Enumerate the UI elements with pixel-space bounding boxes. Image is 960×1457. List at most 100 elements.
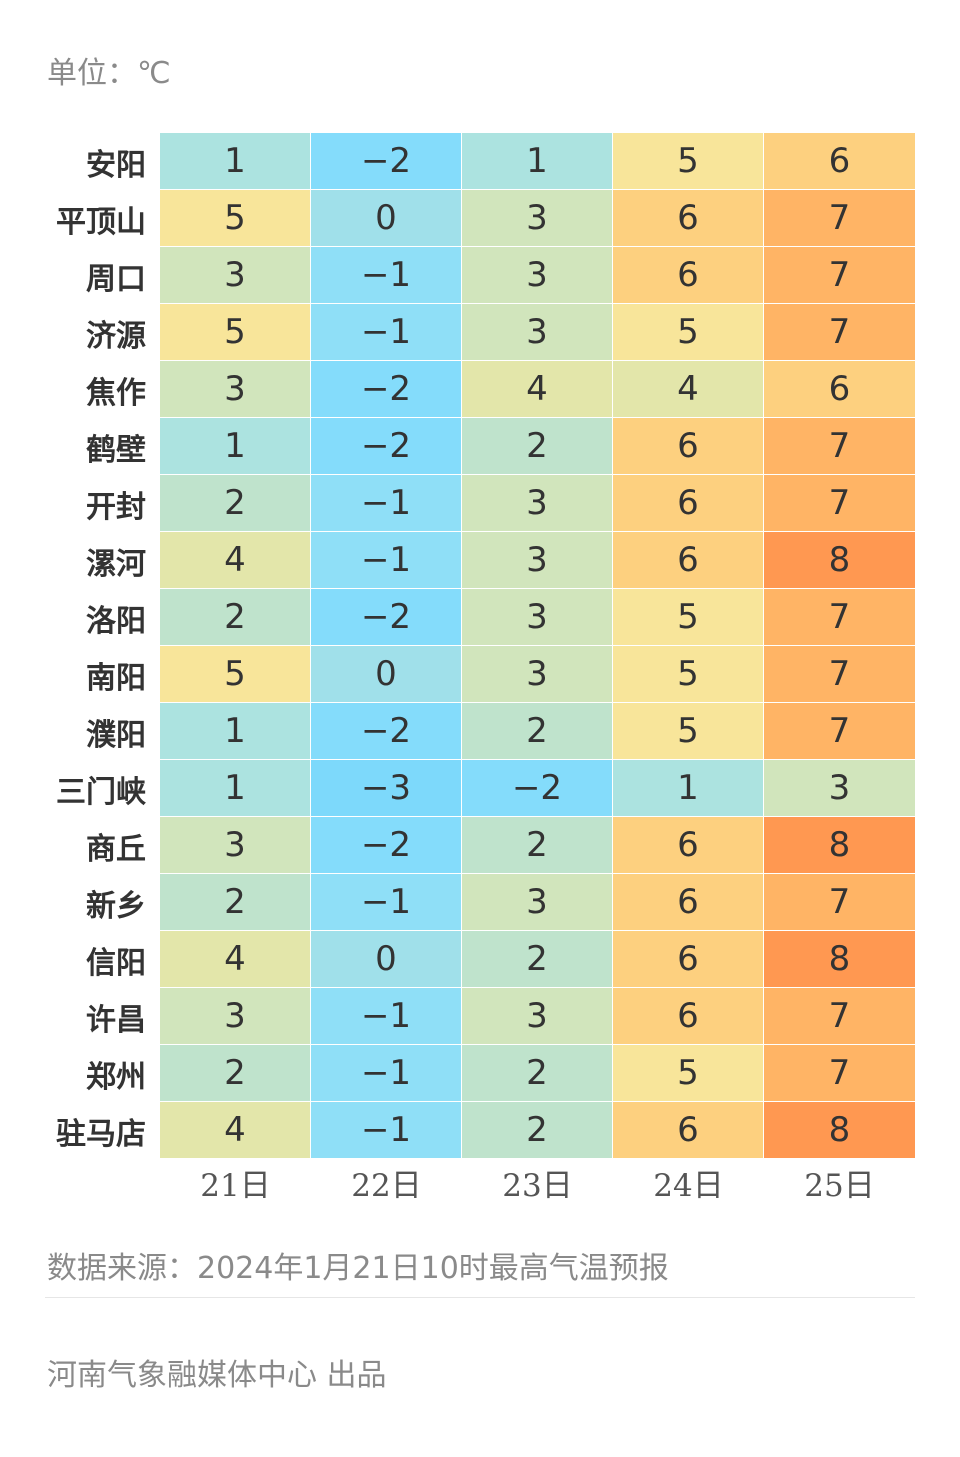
heatmap-cell: 3 xyxy=(160,817,311,874)
city-label: 许昌 xyxy=(86,1002,146,1038)
heatmap-row: 3 −2 4 4 6 xyxy=(160,361,915,418)
heatmap-cell: 3 xyxy=(462,589,613,646)
heatmap-cell: 7 xyxy=(764,418,915,475)
heatmap-cell: 3 xyxy=(462,646,613,703)
heatmap-cell: 4 xyxy=(462,361,613,418)
heatmap-cell: 7 xyxy=(764,646,915,703)
heatmap-cell: 3 xyxy=(764,760,915,817)
day-labels: 21日 22日 23日 24日 25日 xyxy=(160,1160,915,1212)
heatmap-cell: 2 xyxy=(462,931,613,988)
city-label: 洛阳 xyxy=(86,603,146,639)
heatmap-cell: 2 xyxy=(462,817,613,874)
city-label: 商丘 xyxy=(86,831,146,867)
heatmap-cell: 2 xyxy=(160,874,311,931)
city-label: 焦作 xyxy=(86,375,146,411)
city-labels: 安阳 平顶山 周口 济源 焦作 鹤壁 开封 漯河 洛阳 南阳 濮阳 三门峡 商丘 新乡 信阳 许昌 郑州 驻马店 xyxy=(40,133,146,1159)
heatmap-row: 1 −2 2 6 7 xyxy=(160,418,915,475)
city-label: 濮阳 xyxy=(86,717,146,753)
heatmap-cell: 6 xyxy=(613,418,764,475)
heatmap-cell: −1 xyxy=(311,247,462,304)
heatmap-cell: 0 xyxy=(311,646,462,703)
heatmap-cell: −2 xyxy=(311,361,462,418)
city-label: 南阳 xyxy=(86,660,146,696)
heatmap-cell: 6 xyxy=(613,532,764,589)
unit-label: 单位：℃ xyxy=(47,56,171,91)
heatmap-cell: −2 xyxy=(311,817,462,874)
heatmap-cell: 8 xyxy=(764,532,915,589)
day-label: 22日 xyxy=(351,1168,422,1204)
heatmap-row: 3 −1 3 6 7 xyxy=(160,988,915,1045)
heatmap-cell: 7 xyxy=(764,190,915,247)
heatmap-row: 2 −1 3 6 7 xyxy=(160,475,915,532)
heatmap-cell: 3 xyxy=(160,247,311,304)
heatmap-cell: −1 xyxy=(311,988,462,1045)
heatmap-cell: 1 xyxy=(462,133,613,190)
heatmap-cell: 2 xyxy=(160,589,311,646)
heatmap-row: 1 −2 1 5 6 xyxy=(160,133,915,190)
heatmap-cell: −2 xyxy=(311,133,462,190)
heatmap-cell: 5 xyxy=(613,646,764,703)
heatmap-row: 3 −1 3 6 7 xyxy=(160,247,915,304)
heatmap-row: 5 −1 3 5 7 xyxy=(160,304,915,361)
heatmap-row: 4 −1 3 6 8 xyxy=(160,532,915,589)
heatmap-cell: 6 xyxy=(613,931,764,988)
heatmap-cell: −1 xyxy=(311,304,462,361)
heatmap-cell: 6 xyxy=(613,247,764,304)
heatmap-cell: 6 xyxy=(613,874,764,931)
heatmap-cell: 2 xyxy=(462,1045,613,1102)
heatmap-cell: 5 xyxy=(160,190,311,247)
heatmap-cell: 7 xyxy=(764,304,915,361)
divider xyxy=(45,1297,915,1298)
heatmap-cell: −2 xyxy=(311,589,462,646)
heatmap-cell: 3 xyxy=(462,475,613,532)
day-label: 25日 xyxy=(804,1168,875,1204)
heatmap-cell: 3 xyxy=(462,247,613,304)
heatmap-cell: 4 xyxy=(613,361,764,418)
credit: 河南气象融媒体中心 出品 xyxy=(47,1358,387,1393)
heatmap-cell: 6 xyxy=(613,988,764,1045)
heatmap-cell: 1 xyxy=(613,760,764,817)
heatmap-cell: −1 xyxy=(311,1045,462,1102)
heatmap-cell: −1 xyxy=(311,532,462,589)
heatmap-cell: 4 xyxy=(160,1102,311,1159)
heatmap-cell: 7 xyxy=(764,988,915,1045)
heatmap-cell: 0 xyxy=(311,931,462,988)
heatmap-cell: −1 xyxy=(311,874,462,931)
heatmap-row: 2 −2 3 5 7 xyxy=(160,589,915,646)
heatmap-cell: −1 xyxy=(311,475,462,532)
heatmap-cell: 5 xyxy=(613,589,764,646)
heatmap-cell: 5 xyxy=(160,304,311,361)
city-label: 开封 xyxy=(86,489,146,525)
heatmap-cell: 2 xyxy=(462,1102,613,1159)
heatmap-cell: 5 xyxy=(613,703,764,760)
heatmap-cell: 5 xyxy=(613,133,764,190)
heatmap-cell: −2 xyxy=(311,418,462,475)
heatmap-cell: 8 xyxy=(764,1102,915,1159)
heatmap-cell: 3 xyxy=(462,190,613,247)
city-label: 鹤壁 xyxy=(86,432,146,468)
heatmap-cell: 5 xyxy=(160,646,311,703)
heatmap-cell: −3 xyxy=(311,760,462,817)
heatmap-row: 2 −1 3 6 7 xyxy=(160,874,915,931)
city-label: 济源 xyxy=(86,318,146,354)
heatmap-cell: 7 xyxy=(764,1045,915,1102)
heatmap-row: 2 −1 2 5 7 xyxy=(160,1045,915,1102)
heatmap-cell: 7 xyxy=(764,874,915,931)
heatmap-cell: 6 xyxy=(613,1102,764,1159)
heatmap-row: 4 −1 2 6 8 xyxy=(160,1102,915,1159)
city-label: 三门峡 xyxy=(56,774,146,810)
temperature-heatmap: 1 −2 1 5 6 5 0 3 6 7 3 −1 3 6 7 5 −1 3 5 7 3 −2 4 4 6 1 −2 2 6 7 2 −1 3 6… xyxy=(160,133,915,1159)
city-label: 漯河 xyxy=(86,546,146,582)
heatmap-cell: 1 xyxy=(160,760,311,817)
city-label: 信阳 xyxy=(86,945,146,981)
data-source: 数据来源：2024年1月21日10时最高气温预报 xyxy=(47,1251,669,1286)
heatmap-cell: 2 xyxy=(160,1045,311,1102)
heatmap-cell: 6 xyxy=(613,817,764,874)
heatmap-cell: 7 xyxy=(764,247,915,304)
heatmap-cell: 6 xyxy=(613,190,764,247)
heatmap-cell: 8 xyxy=(764,931,915,988)
heatmap-cell: 6 xyxy=(764,361,915,418)
heatmap-cell: 2 xyxy=(160,475,311,532)
